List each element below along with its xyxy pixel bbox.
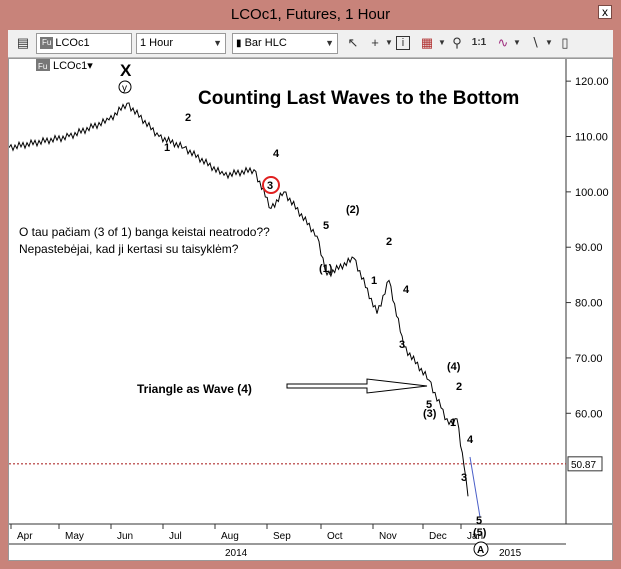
minimize-toolbar-icon[interactable]: ▤: [16, 35, 30, 50]
eraser-icon[interactable]: ▯: [561, 35, 569, 50]
legend-badge: Fu: [38, 62, 47, 71]
y-tick-label: 60.00: [575, 408, 603, 420]
window-title: LCOc1, Futures, 1 Hour: [230, 6, 391, 23]
x-tick-label: Apr: [17, 531, 33, 542]
x-tick-label: Nov: [379, 531, 397, 542]
last-price-label: 50.87: [571, 460, 596, 471]
chart-title: Counting Last Waves to the Bottom: [198, 88, 519, 109]
y-tick-label: 120.00: [575, 76, 609, 88]
grid-delete-icon[interactable]: ▦: [420, 35, 434, 50]
close-button[interactable]: x: [598, 5, 612, 19]
annotation-line-2: Nepastebėjai, kad ji kertasi su taisyklė…: [19, 242, 239, 256]
wave-label-2-sub: 2: [456, 381, 462, 393]
wave-label-1-minor: 1: [371, 275, 377, 287]
chevron-down-icon: ▼: [213, 38, 222, 48]
wave-label-4-sub: 4: [467, 434, 474, 446]
year-label: 2015: [499, 548, 522, 559]
x-tick-label: May: [65, 531, 84, 542]
chevron-down-icon[interactable]: ▼: [513, 38, 521, 47]
x-tick-label: Jan: [467, 531, 483, 542]
bar-chart-icon: ▮: [236, 38, 242, 49]
wave-circle-A: [473, 541, 489, 557]
chart-area[interactable]: Fu LCOc1▾ 60.00 70.00 80.00 90.00 100.00 110.…: [8, 58, 613, 561]
interval-value: 1 Hour: [140, 37, 174, 49]
ratio-button[interactable]: 1:1: [471, 37, 487, 48]
wave-label-2: 2: [185, 112, 191, 124]
wave-label-3: 3: [267, 180, 273, 192]
x-tick-label: Dec: [429, 531, 447, 542]
futures-badge: Fu: [40, 37, 54, 49]
wave-label-5: 5: [323, 220, 329, 232]
price-axis: 60.00 70.00 80.00 90.00 100.00 110.00 120.00: [566, 76, 609, 420]
chart-type-select[interactable]: ▮ Bar HLC ▼: [232, 33, 338, 54]
chevron-down-icon[interactable]: ▼: [385, 38, 393, 47]
chart-type-value: Bar HLC: [244, 37, 287, 49]
x-tick-label: Aug: [221, 531, 239, 542]
line-draw-icon[interactable]: ∖: [530, 35, 540, 50]
x-tick-label: Oct: [327, 531, 343, 542]
wave-label-4: 4: [273, 148, 280, 160]
wave-label-5-paren: (5): [473, 527, 487, 539]
price-series: [8, 102, 469, 497]
info-icon[interactable]: i: [396, 36, 410, 50]
year-label: 2014: [225, 548, 248, 559]
interval-select[interactable]: 1 Hour ▼: [136, 33, 226, 54]
chevron-down-icon[interactable]: ▼: [545, 38, 553, 47]
wave-label-X: X: [120, 61, 132, 80]
cursor-arrow-icon[interactable]: ↖: [347, 35, 359, 50]
wave-label-4-minor: 4: [403, 284, 410, 296]
x-tick-label: Jun: [117, 531, 133, 542]
x-tick-label: Jul: [169, 531, 182, 542]
y-tick-label: 70.00: [575, 353, 603, 365]
toolbar: ▤ Fu LCOc1 1 Hour ▼ ▮ Bar HLC ▼ ↖ + ▼ i ▦ ▼…: [8, 30, 613, 58]
legend-badge-bg: [36, 59, 50, 71]
annotation-line-1: O tau pačiam (3 of 1) banga keistai neat…: [19, 225, 270, 239]
red-circle-marker: [262, 176, 280, 194]
wave-label-3-minor: 3: [399, 339, 405, 351]
legend-symbol[interactable]: LCOc1▾: [53, 60, 93, 72]
x-tick-label: Sep: [273, 531, 291, 542]
wave-circle-y: [118, 80, 132, 94]
crosshair-icon[interactable]: +: [371, 35, 379, 50]
wave-label-A: A: [477, 545, 484, 556]
triangle-arrow: [286, 378, 428, 394]
wave-label-2-minor: 2: [386, 236, 392, 248]
wave-label-1-paren: (1): [319, 263, 333, 275]
symbol-input[interactable]: Fu LCOc1: [36, 33, 132, 54]
wave-label-1: 1: [164, 142, 170, 154]
zoom-icon[interactable]: ⚲: [452, 35, 462, 50]
chevron-down-icon[interactable]: ▼: [438, 38, 446, 47]
wave-label-5-sub: 5: [476, 515, 482, 527]
time-axis: Apr May Jun Jul Aug Sep Oct Nov Dec Jan 2014 2015: [10, 524, 522, 559]
wave-label-2-paren: (2): [346, 204, 360, 216]
symbol-value: LCOc1: [55, 37, 90, 49]
wave-label-3-paren: (3): [423, 408, 437, 420]
title-bar: LCOc1, Futures, 1 Hour x: [0, 0, 621, 30]
y-tick-label: 80.00: [575, 298, 603, 310]
last-price-box: [567, 456, 603, 472]
wave-label-1-sub: 1: [450, 417, 456, 429]
wave-icon[interactable]: ∿: [497, 35, 509, 50]
wave-label-3-sub: 3: [461, 472, 467, 484]
y-tick-label: 100.00: [575, 187, 609, 199]
chevron-down-icon: ▼: [325, 38, 334, 48]
wave-label-5-minor: 5: [426, 399, 432, 411]
y-tick-label: 90.00: [575, 242, 603, 254]
projection-line: [469, 456, 481, 518]
wave-label-y: y: [122, 83, 127, 94]
triangle-note: Triangle as Wave (4): [137, 382, 252, 396]
price-chart[interactable]: Fu LCOc1▾ 60.00 70.00 80.00 90.00 100.00 110.…: [8, 59, 612, 560]
y-tick-label: 110.00: [575, 132, 608, 144]
wave-label-4-paren: (4): [447, 361, 461, 373]
